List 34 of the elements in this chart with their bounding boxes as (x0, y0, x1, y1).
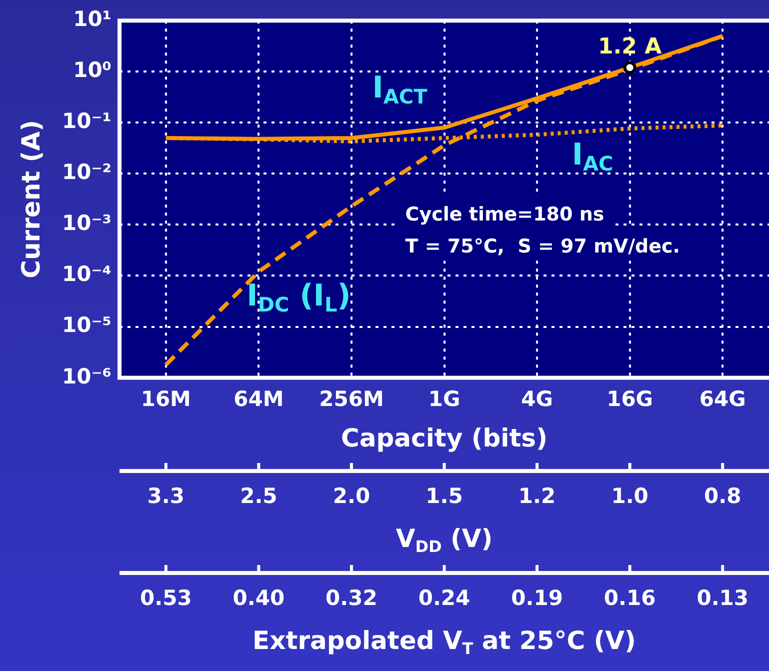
annotation: 0.53 (140, 586, 192, 610)
x-tick-label: 16G (606, 386, 654, 411)
x-axis-title: Capacity (bits) (341, 424, 548, 452)
annotation: 0.32 (326, 586, 378, 610)
annotation: 0.13 (696, 586, 749, 610)
y-tick-label: 10⁻³ (62, 211, 112, 236)
annotation: 1.2 A (598, 34, 662, 60)
annotation: 0.24 (418, 586, 470, 610)
x-tick-label: 256M (319, 386, 384, 411)
annotation: 1.5 (426, 484, 463, 508)
x-tick-label: 64M (234, 386, 284, 411)
annotation: 1.2 (518, 484, 556, 508)
y-tick-label: 10⁰ (73, 58, 112, 82)
annotation: 0.19 (511, 586, 563, 610)
annotation: Cycle time=180 ns (405, 204, 604, 226)
y-axis-title: Current (A) (16, 120, 46, 278)
y-tick-label: 10⁻² (62, 160, 112, 184)
x-tick-label: 64G (699, 386, 746, 411)
annotation: 2.5 (240, 484, 278, 508)
annotation: 0.16 (604, 586, 656, 610)
annotation: T = 75°C, S = 97 mV/dec. (405, 236, 680, 258)
x-tick-label: 16M (140, 386, 191, 411)
y-tick-label: 10⁻⁴ (62, 262, 112, 286)
annotation: 3.3 (147, 484, 184, 508)
annotation: 0.8 (704, 484, 742, 508)
x-tick-label: 1G (428, 386, 460, 411)
y-tick-label: 10⁻⁶ (62, 364, 112, 388)
annotation: 0.40 (232, 586, 285, 610)
y-tick-label: 10¹ (73, 7, 112, 32)
y-tick-label: 10⁻⁵ (62, 313, 112, 338)
x-tick-label: 4G (521, 386, 553, 411)
annotation: 2.0 (332, 484, 370, 508)
y-tick-label: 10⁻¹ (62, 109, 112, 134)
annotation: 1.0 (611, 484, 648, 508)
